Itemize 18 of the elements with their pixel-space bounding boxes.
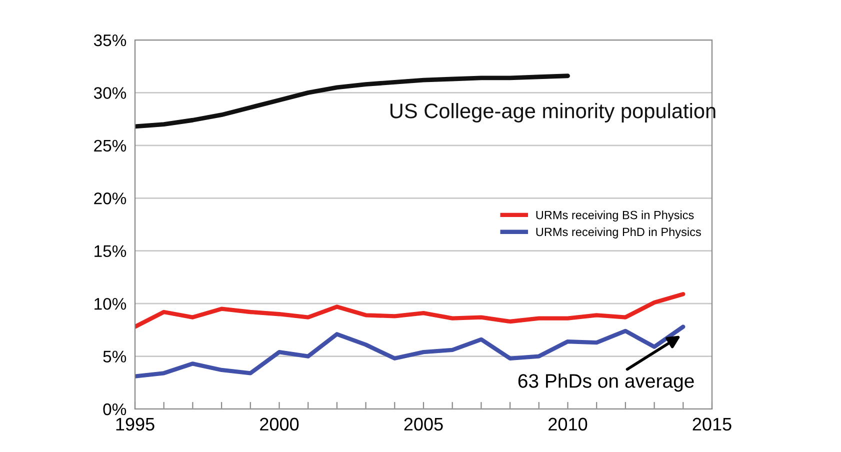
- line-series: [135, 292, 686, 329]
- legend-label: URMs receiving PhD in Physics: [536, 227, 701, 238]
- y-tick-label: 5%: [103, 350, 126, 362]
- legend-label: URMs receiving BS in Physics: [536, 210, 694, 222]
- x-tick-label: 2015: [692, 418, 732, 431]
- y-tick-label: 0%: [103, 403, 126, 416]
- x-tick-label: 2000: [260, 418, 299, 431]
- y-tick-label: 15%: [94, 245, 126, 258]
- x-tick-label: 1995: [116, 418, 154, 431]
- y-tick-label: 30%: [94, 87, 126, 99]
- y-tick-label: 20%: [94, 192, 126, 204]
- series-label: US College-age minority population: [390, 103, 716, 122]
- y-tick-label: 35%: [94, 34, 126, 46]
- annotation: 63 PhDs on average: [518, 374, 694, 392]
- y-tick-label: 25%: [94, 140, 126, 152]
- x-tick-label: 2010: [548, 418, 588, 431]
- x-tick-label: 2005: [404, 418, 443, 431]
- y-tick-label: 10%: [94, 298, 126, 310]
